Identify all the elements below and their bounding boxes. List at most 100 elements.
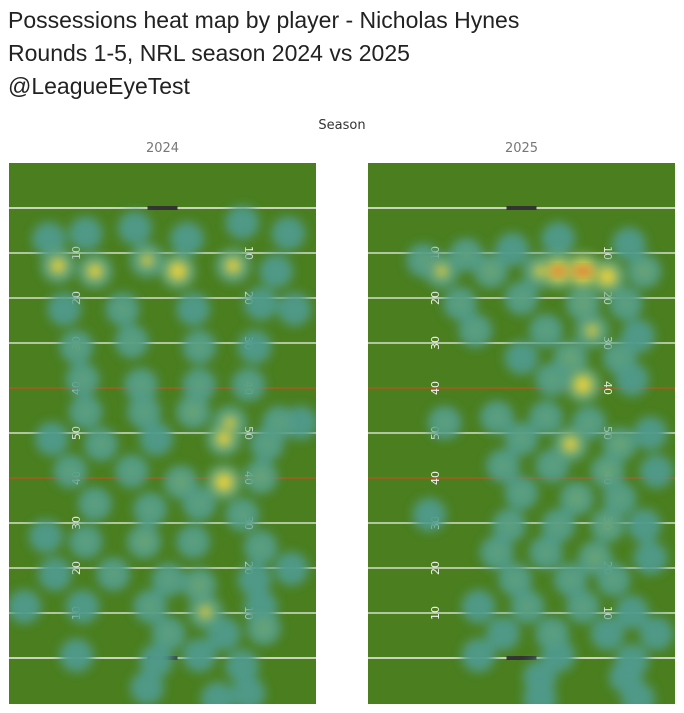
heat-point <box>461 589 496 624</box>
goal-post <box>506 206 537 210</box>
heat-mid <box>416 253 431 268</box>
heat-point <box>68 216 103 251</box>
heat-mid <box>453 296 468 311</box>
heat-point <box>225 205 260 240</box>
heat-mid <box>508 572 523 587</box>
heat-high <box>200 607 211 618</box>
heat-high <box>575 377 591 393</box>
heat-high <box>226 259 240 273</box>
heat-point <box>621 681 656 704</box>
heat-mid <box>489 410 504 425</box>
heat-point <box>59 638 94 673</box>
heat-mid <box>514 486 529 501</box>
heat-peak <box>550 267 566 276</box>
heat-mid <box>586 549 604 567</box>
heat-point <box>504 340 539 375</box>
heat-mid <box>514 431 529 446</box>
heat-mid <box>255 619 273 637</box>
heat-mid <box>115 302 130 317</box>
heat-mid <box>539 323 554 338</box>
heat-mid <box>611 435 629 453</box>
heat-point <box>28 519 63 554</box>
heat-point <box>47 292 82 327</box>
heat-point <box>170 221 205 256</box>
goal-post <box>506 656 537 660</box>
heat-point <box>277 292 312 327</box>
field-number: 10 <box>601 606 614 620</box>
heat-high <box>217 432 231 446</box>
heat-point <box>237 329 272 364</box>
column-header-season: Season <box>318 118 366 133</box>
heat-mid <box>563 572 578 587</box>
heat-mid <box>135 533 153 551</box>
heat-point <box>206 616 241 651</box>
heat-mid <box>143 599 158 614</box>
heat-high <box>587 325 598 336</box>
heat-mid <box>574 295 592 313</box>
field-number: 20 <box>429 561 442 575</box>
heat-mid <box>184 403 202 421</box>
heat-mid <box>514 291 529 306</box>
heat-mid <box>192 339 207 354</box>
heat-mid <box>562 349 580 367</box>
heat-point <box>139 643 174 678</box>
heat-point <box>412 497 447 532</box>
chart-title: Possessions heat map by player - Nichola… <box>8 4 519 103</box>
heat-point <box>117 210 152 245</box>
heat-high <box>216 474 232 490</box>
heat-point <box>31 221 66 256</box>
heat-point <box>65 589 100 624</box>
heat-mid <box>635 262 653 280</box>
facet-label-2025: 2025 <box>504 141 539 156</box>
heat-mid <box>172 473 190 491</box>
heat-point <box>461 638 496 673</box>
heat-point <box>274 551 309 586</box>
heat-point <box>38 557 73 592</box>
title-line-3: @LeagueEyeTest <box>8 73 190 99</box>
heat-point <box>182 638 217 673</box>
heat-layer <box>406 221 674 704</box>
facet-panel-2025: 101020203030404050504040303020201010 <box>368 163 675 704</box>
field-number: 10 <box>429 606 442 620</box>
heat-point <box>639 454 674 489</box>
heat-high <box>534 266 545 277</box>
heat-point <box>243 286 278 321</box>
heat-mid <box>75 372 90 387</box>
heat-high <box>436 266 447 277</box>
heat-mid <box>253 540 268 555</box>
heat-point <box>522 681 557 704</box>
heat-mid <box>502 518 517 533</box>
heat-point <box>615 595 650 630</box>
heat-point <box>271 216 306 251</box>
heat-mid <box>599 517 616 534</box>
heat-mid <box>545 626 560 641</box>
field-number: 10 <box>601 246 614 260</box>
heat-point <box>176 292 211 327</box>
heat-point <box>139 421 174 456</box>
heat-mid <box>186 534 201 549</box>
title-line-2: Rounds 1-5, NRL season 2024 vs 2025 <box>8 40 410 66</box>
heat-point <box>231 676 266 704</box>
heat-point <box>590 616 625 651</box>
field-number: 20 <box>429 291 442 305</box>
heat-mid <box>190 576 208 594</box>
field-number: 20 <box>70 561 83 575</box>
heat-mid <box>87 496 102 511</box>
heat-point <box>9 589 42 624</box>
heat-mid <box>582 415 597 430</box>
heat-mid <box>137 404 152 419</box>
heat-mid <box>69 339 84 354</box>
heat-mid <box>235 507 250 522</box>
heat-high <box>564 437 578 451</box>
heat-point <box>130 670 165 704</box>
heat-point <box>615 362 650 397</box>
heat-mid <box>63 464 78 479</box>
facet-panel-2024: 101020203030404050504040303020201010 <box>9 163 316 704</box>
heat-mid <box>618 296 633 311</box>
heat-mid <box>612 491 627 506</box>
heat-point <box>611 227 646 262</box>
heat-point <box>283 405 316 440</box>
field-number: 40 <box>601 381 614 395</box>
heat-mid <box>545 458 560 473</box>
heat-mid <box>489 545 504 560</box>
